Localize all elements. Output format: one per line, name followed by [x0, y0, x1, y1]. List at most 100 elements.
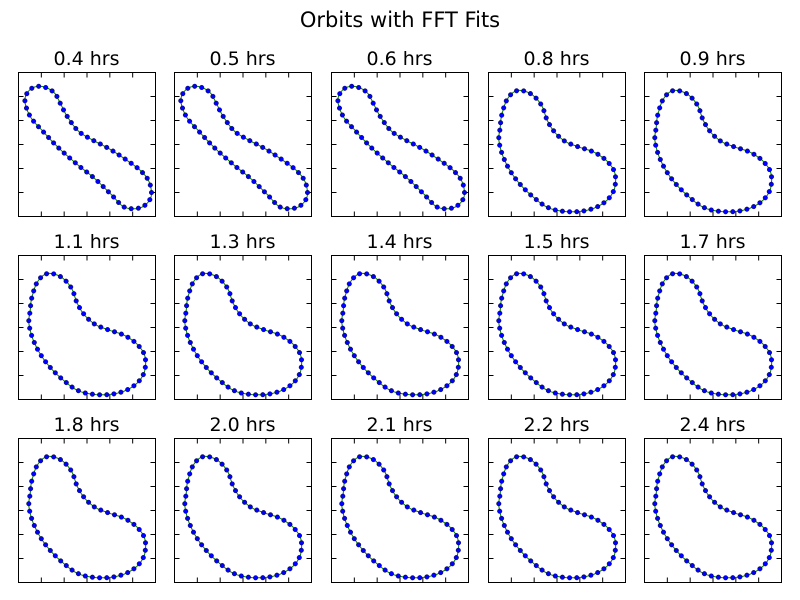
orbit-point [26, 318, 32, 324]
orbit-point [701, 571, 707, 577]
orbit-point [371, 375, 377, 381]
orbit-point [517, 548, 523, 554]
orbit-point [449, 378, 455, 384]
orbit-point [47, 365, 53, 371]
orbit-point [595, 151, 601, 157]
orbit-point [225, 567, 231, 573]
orbit-point [514, 271, 520, 277]
orbit-point [539, 384, 545, 390]
orbit-point [601, 566, 607, 572]
orbit-point [547, 305, 553, 311]
orbit-point [453, 372, 459, 378]
orbit-point [766, 189, 772, 195]
orbit-point [460, 182, 466, 188]
orbit-point [118, 572, 124, 578]
orbit-point [24, 105, 30, 111]
orbit-point [575, 327, 581, 333]
orbit-point [38, 353, 44, 359]
orbit-point [567, 209, 573, 215]
orbit-point [683, 457, 689, 463]
orbit-point [36, 83, 42, 89]
orbit-point [423, 148, 429, 154]
orbit-point [588, 331, 594, 337]
orbit-point [225, 384, 231, 390]
orbit-point [664, 353, 670, 359]
orbit-point [63, 380, 69, 386]
orbit-point [234, 130, 240, 136]
orbit-point [298, 364, 304, 370]
orbit-point [661, 163, 667, 169]
orbit-point [357, 454, 363, 460]
orbit-point [95, 178, 101, 184]
orbit-point [561, 321, 567, 327]
orbit-point [118, 331, 124, 337]
orbit-point [118, 389, 124, 395]
orbit-point [657, 156, 663, 162]
orbit-point [454, 350, 460, 356]
orbit-point [91, 138, 97, 144]
orbit-point [370, 457, 376, 463]
orbit-point [274, 331, 280, 337]
orbit-point [601, 155, 607, 161]
orbit-point [678, 553, 684, 559]
panel-title: 2.4 hrs [679, 414, 745, 436]
orbit-point [769, 357, 775, 363]
orbit-point [303, 197, 309, 203]
orbit-point [708, 207, 714, 213]
orbit-point [533, 95, 539, 101]
orbit-point [111, 574, 117, 580]
orbit-point [26, 112, 32, 118]
orbit-point [189, 464, 195, 470]
orbit-point [232, 488, 238, 494]
orbit-point [724, 507, 730, 513]
orbit-point [136, 561, 142, 567]
orbit-point [76, 488, 82, 494]
orbit-panel: 1.5 hrs [488, 231, 626, 400]
orbit-point [111, 512, 117, 518]
orbit-point [669, 359, 675, 365]
orbit-point [715, 391, 721, 397]
orbit-point [561, 138, 567, 144]
orbit-point [394, 311, 400, 317]
orbit-point [762, 561, 768, 567]
orbit-point [29, 295, 35, 301]
orbit-point [707, 128, 713, 134]
orbit-point [538, 467, 544, 473]
orbit-point [499, 515, 505, 521]
orbit-point [388, 388, 394, 394]
orbit-panel: 1.1 hrs [18, 231, 156, 400]
orbit-point [340, 508, 346, 514]
orbit-point [381, 120, 387, 126]
orbit-point [768, 364, 774, 370]
orbit-point [744, 514, 750, 520]
orbit-point [508, 275, 514, 281]
orbit-point [385, 160, 391, 166]
orbit-point [581, 574, 587, 580]
orbit-point [348, 346, 354, 352]
orbit-point [277, 204, 283, 210]
orbit-point [730, 209, 736, 215]
orbit-point [402, 391, 408, 397]
orbit-point [281, 334, 287, 340]
orbit-point [497, 127, 503, 133]
panel-title: 0.5 hrs [209, 48, 275, 70]
orbit-point [653, 508, 659, 514]
orbit-point [75, 571, 81, 577]
orbit-point [52, 370, 58, 376]
orbit-point [219, 380, 225, 386]
orbit-point [351, 536, 357, 542]
orbit-point [708, 573, 714, 579]
orbit-point [513, 542, 519, 548]
orbit-point [767, 350, 773, 356]
orbit-point [715, 574, 721, 580]
orbit-point [139, 170, 145, 176]
orbit-point [131, 566, 137, 572]
orbit-point [703, 488, 709, 494]
orbit-point [497, 310, 503, 316]
orbit-point [521, 88, 527, 94]
panel-title: 2.1 hrs [366, 414, 432, 436]
orbit-point [362, 88, 368, 94]
orbit-point [694, 284, 700, 290]
orbit-point [444, 521, 450, 527]
orbit-point [342, 85, 348, 91]
